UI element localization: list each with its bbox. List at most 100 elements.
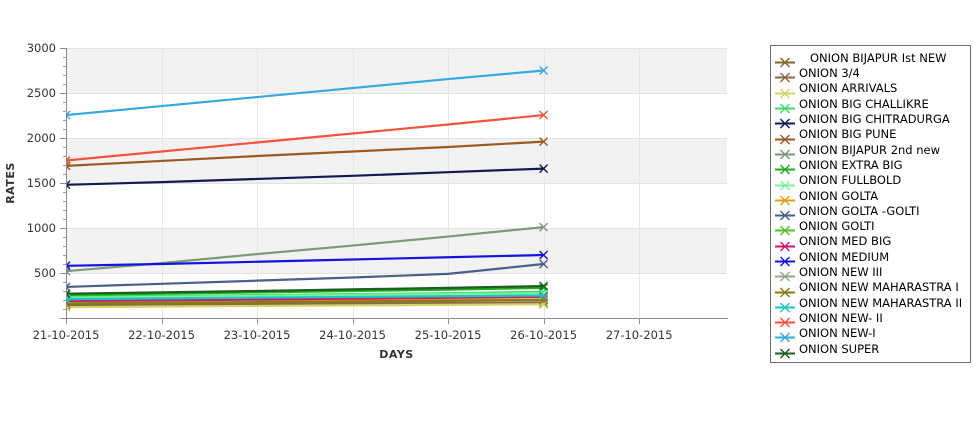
background-band <box>66 48 727 93</box>
legend-label: ONION ARRIVALS <box>799 81 898 96</box>
vertical-gridline <box>257 48 259 318</box>
legend-marker-icon <box>775 130 795 145</box>
legend-marker-icon <box>775 114 795 129</box>
legend-item[interactable]: ONION BIG CHITRADURGA <box>775 112 966 129</box>
legend-marker-icon <box>775 191 795 206</box>
horizontal-gridline <box>66 93 727 94</box>
series-point-marker <box>539 291 549 300</box>
x-axis-tick-label: 23-10-2015 <box>223 328 291 342</box>
x-axis-tick-label: 21-10-2015 <box>32 328 100 342</box>
legend-item[interactable]: ONION GOLTA <box>775 189 966 206</box>
vertical-gridline <box>639 48 641 318</box>
legend-label: ONION NEW-I <box>799 326 876 341</box>
series-line <box>66 284 544 295</box>
series-line <box>66 69 544 117</box>
series-line <box>66 294 544 301</box>
legend-item[interactable]: ONION MED BIG <box>775 234 966 252</box>
y-axis-line <box>66 48 67 319</box>
y-axis-tick <box>60 93 66 94</box>
legend-marker-icon <box>775 84 795 99</box>
legend-label: ONION BIJAPUR 2nd new <box>799 142 941 157</box>
vertical-gridline <box>352 48 354 318</box>
y-axis-tick-label: 2500 <box>26 86 56 100</box>
x-axis-tick <box>66 319 67 324</box>
legend-item[interactable]: ONION NEW- II <box>775 311 966 328</box>
legend-marker-icon <box>775 267 795 282</box>
horizontal-gridline <box>66 48 727 49</box>
series-lines <box>66 66 549 312</box>
legend-item[interactable]: ONION EXTRA BIG <box>775 157 966 175</box>
legend-item[interactable]: ONION GOLTI <box>775 219 966 236</box>
x-axis-tick-label: 27-10-2015 <box>605 328 673 342</box>
series-line <box>66 253 544 267</box>
legend-marker-icon <box>775 344 795 359</box>
legend-item[interactable]: ONION ARRIVALS <box>775 81 966 99</box>
series-point-marker <box>66 110 71 120</box>
y-axis-tick-label: 2000 <box>26 131 56 145</box>
y-axis-minor-tick <box>63 84 66 85</box>
x-axis-tick <box>352 319 354 324</box>
series-line <box>66 303 544 309</box>
series-line <box>66 292 544 299</box>
vertical-gridline <box>543 48 545 318</box>
series-point-marker <box>66 156 71 165</box>
legend-item[interactable]: ONION NEW-I <box>775 326 966 343</box>
y-axis-minor-tick <box>63 165 66 166</box>
legend-marker-icon <box>775 206 795 221</box>
series-point-marker <box>66 180 71 190</box>
y-axis-minor-tick <box>63 147 66 148</box>
y-axis-minor-tick <box>63 156 66 157</box>
legend-item[interactable]: ONION SUPER <box>775 342 966 359</box>
legend-label: ONION BIG PUNE <box>799 127 897 142</box>
legend-item[interactable]: ONION BIG CHALLIKRE <box>775 96 966 114</box>
x-axis-tick <box>257 319 259 324</box>
legend-item[interactable]: ONION NEW MAHARASTRA II <box>775 296 966 313</box>
x-axis-tick <box>639 319 641 324</box>
legend-label: ONION EXTRA BIG <box>799 157 903 172</box>
y-axis-minor-tick <box>63 219 66 220</box>
legend-item[interactable]: ONION BIJAPUR Ist NEW <box>775 51 966 68</box>
line-chart: 500 1000 1500 2000 2500 3000 21-10-2015 22-10-… <box>4 41 728 361</box>
horizontal-gridline <box>66 273 727 274</box>
legend-item[interactable]: ONION NEW MAHARASTRA I <box>775 280 966 298</box>
y-axis-tick <box>60 138 66 139</box>
legend-item[interactable]: ONION MEDIUM <box>775 250 966 267</box>
series-line <box>66 262 544 289</box>
series-point-marker <box>539 110 549 120</box>
legend-label: ONION BIG CHALLIKRE <box>799 96 929 111</box>
y-axis-tick <box>60 183 66 184</box>
legend-marker-icon <box>775 53 795 68</box>
legend-item[interactable]: ONION FULLBOLD <box>775 173 966 191</box>
legend-marker-icon <box>775 252 795 267</box>
legend-item[interactable]: ONION GOLTA -GOLTI <box>775 204 966 221</box>
chart-legend: ONION BIJAPUR Ist NEW ONION 3/4 ONION ARRI… <box>770 45 971 363</box>
legend-item[interactable]: ONION NEW III <box>775 265 966 282</box>
background-band <box>66 228 727 273</box>
legend-item[interactable]: ONION BIJAPUR 2nd new <box>775 142 966 160</box>
legend-marker-icon <box>775 68 795 83</box>
x-axis: 21-10-2015 22-10-2015 23-10-2015 24-10-2015… <box>33 319 728 349</box>
x-axis-tick <box>448 319 450 324</box>
legend-marker-icon <box>775 176 795 191</box>
legend-marker-icon <box>775 237 795 252</box>
horizontal-gridline <box>66 138 727 139</box>
series-point-marker <box>539 222 549 232</box>
series-point-marker <box>539 259 549 269</box>
y-axis-title: RATES <box>4 162 17 204</box>
y-axis-minor-tick <box>63 291 66 292</box>
y-axis-tick <box>60 48 66 49</box>
y-axis-tick-label: 1500 <box>26 176 56 190</box>
y-axis-tick-label: 1000 <box>26 221 56 235</box>
x-axis-tick-label: 22-10-2015 <box>128 328 195 342</box>
y-axis-minor-tick <box>63 75 66 76</box>
legend-item[interactable]: ONION 3/4 <box>775 66 966 83</box>
x-axis-title: DAYS <box>379 348 414 361</box>
legend-item[interactable]: ONION BIG PUNE <box>775 127 966 145</box>
plot-area <box>66 48 727 318</box>
y-axis-tick <box>60 273 66 274</box>
x-axis-tick-label: 25-10-2015 <box>414 328 482 342</box>
series-line <box>66 295 544 303</box>
legend-label: ONION MED BIG <box>799 234 892 249</box>
x-axis-tick <box>543 319 545 324</box>
y-axis-tick <box>60 318 66 319</box>
